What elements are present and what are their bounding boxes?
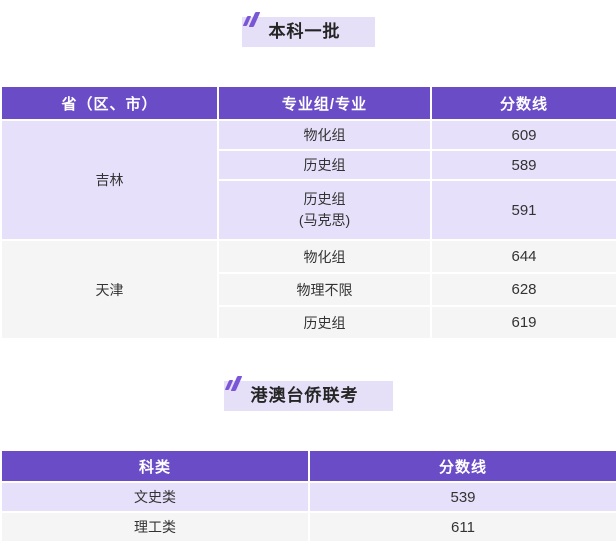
- score-cell: 539: [308, 481, 616, 513]
- major-note: (马克思): [298, 212, 351, 228]
- section-title-text: 本科一批: [241, 17, 375, 47]
- score-cell: 591: [430, 179, 616, 241]
- table-row: 文史类 539: [0, 481, 616, 513]
- header-province: 省（区、市）: [0, 85, 219, 121]
- table-row: 吉林 物化组 609: [0, 119, 616, 241]
- major-cell: 历史组: [217, 149, 432, 181]
- header-score-line: 分数线: [430, 85, 616, 121]
- major-cell: 物化组: [217, 239, 432, 274]
- double-slash-icon: [224, 376, 242, 391]
- major-cell: 物化组: [217, 119, 432, 151]
- major-cell: 历史组 (马克思): [217, 179, 432, 241]
- table-row: 理工类 611: [0, 511, 616, 543]
- section-title-joint-exam: 港澳台侨联考: [0, 376, 616, 411]
- section-title-first-batch: 本科一批: [0, 12, 616, 47]
- score-cell: 628: [430, 272, 616, 307]
- score-cell: 619: [430, 305, 616, 340]
- table-row: 天津 物化组 644: [0, 239, 616, 340]
- header-category: 科类: [0, 449, 310, 483]
- province-cell: 天津: [0, 239, 219, 340]
- joint-exam-table: 科类 分数线 文史类 539 理工类 611: [0, 449, 616, 543]
- table-row: 历史组 (马克思) 591: [1, 179, 616, 241]
- major-cell: 物理不限: [217, 272, 432, 307]
- table-header-row: 省（区、市） 专业组/专业 分数线: [0, 85, 616, 121]
- title-wrap: 本科一批: [241, 12, 375, 47]
- category-cell: 理工类: [0, 511, 310, 543]
- section-title-text: 港澳台侨联考: [223, 381, 393, 411]
- table-row: 历史组 619: [1, 305, 616, 340]
- score-cell: 609: [430, 119, 616, 151]
- province-cell: 吉林: [0, 119, 219, 241]
- header-major-group: 专业组/专业: [217, 85, 432, 121]
- header-score-line: 分数线: [308, 449, 616, 483]
- major-name: 历史组: [303, 191, 346, 207]
- table-header-row: 科类 分数线: [0, 449, 616, 483]
- table-row: 物理不限 628: [1, 272, 616, 307]
- double-slash-icon: [242, 12, 260, 27]
- score-cell: 644: [430, 239, 616, 274]
- category-cell: 文史类: [0, 481, 310, 513]
- major-cell: 历史组: [217, 305, 432, 340]
- score-cell: 611: [308, 511, 616, 543]
- title-wrap: 港澳台侨联考: [223, 376, 393, 411]
- first-batch-table: 省（区、市） 专业组/专业 分数线 吉林 物化组 609 历史组 589 历史组…: [0, 85, 616, 340]
- score-cell: 589: [430, 149, 616, 181]
